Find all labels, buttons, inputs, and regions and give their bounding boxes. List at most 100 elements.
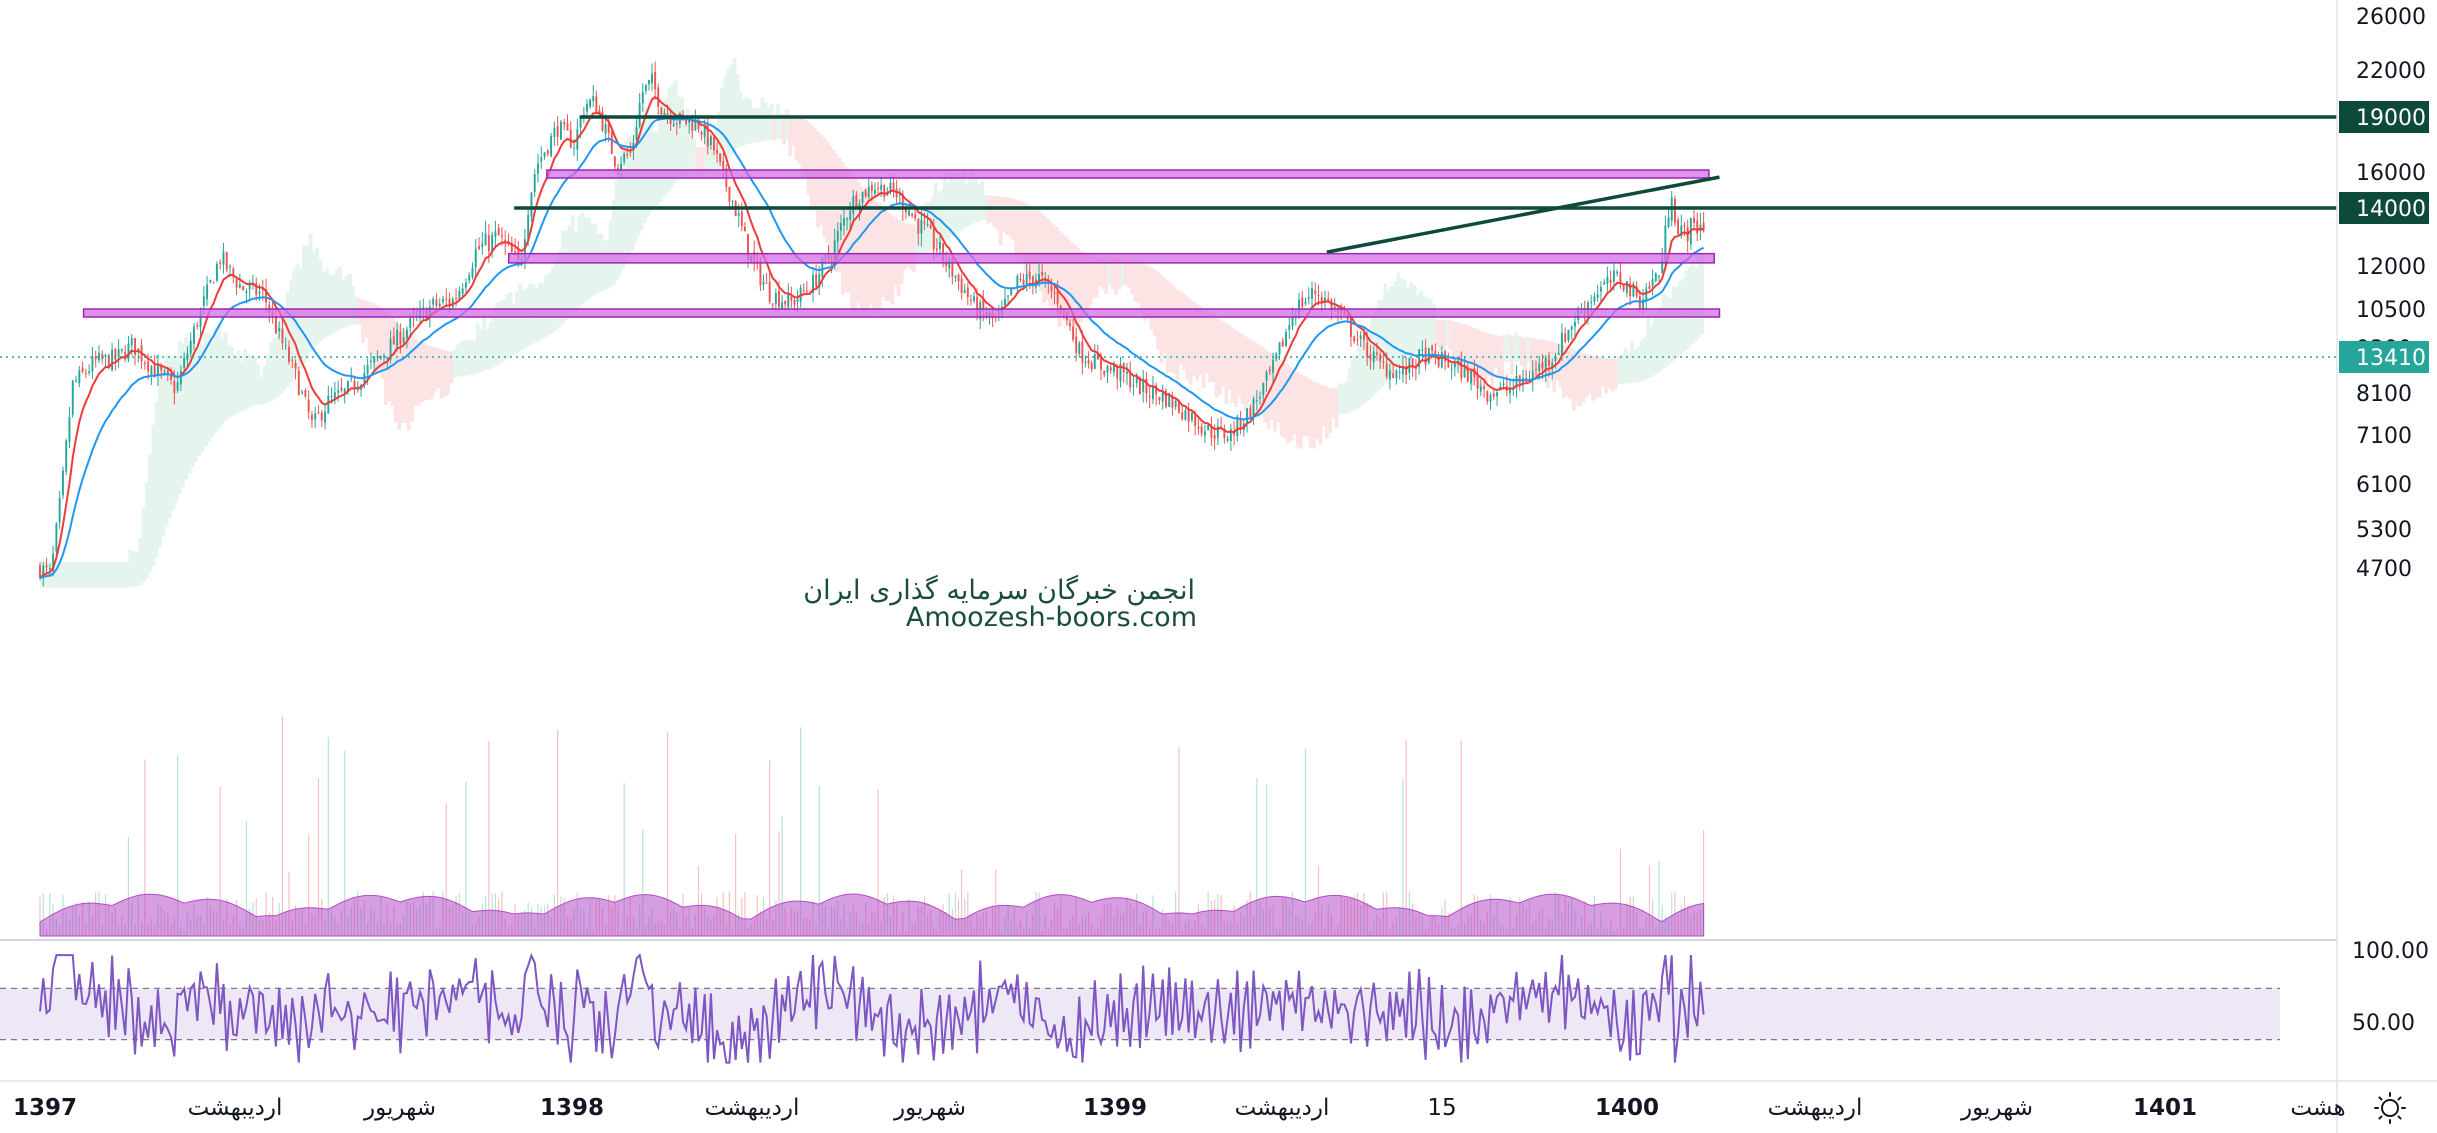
candle: [251, 275, 254, 290]
cloud-segment: [66, 562, 71, 588]
price-tick-label: 26000: [2356, 5, 2426, 30]
support-resistance-zones[interactable]: [82, 169, 1721, 318]
cloud-segment: [1532, 338, 1537, 378]
horizontal-levels[interactable]: [514, 115, 2337, 254]
cloud-segment: [1626, 352, 1631, 384]
support-zone[interactable]: [546, 169, 1710, 179]
candle: [1689, 217, 1692, 250]
cloud-segment: [262, 366, 267, 404]
cloud-segment: [423, 343, 428, 401]
cloud-segment: [1636, 346, 1641, 382]
candle: [1174, 398, 1177, 411]
candle: [324, 404, 326, 430]
cloud-segment: [1279, 360, 1284, 436]
cloud-segment: [564, 230, 569, 321]
support-zone[interactable]: [507, 252, 1715, 264]
support-zone[interactable]: [82, 308, 1721, 318]
settings-sun-gear-icon[interactable]: [2374, 1092, 2406, 1124]
cloud-segment: [1299, 373, 1303, 449]
cloud-segment: [868, 195, 873, 304]
cloud-segment: [1073, 245, 1077, 328]
candle: [1564, 327, 1567, 344]
candle: [1411, 358, 1414, 377]
cloud-segment: [918, 212, 923, 255]
candle: [1466, 363, 1469, 382]
candle: [78, 366, 81, 388]
candle: [1421, 340, 1424, 362]
cloud-segment: [1175, 289, 1180, 380]
candle: [709, 134, 712, 150]
cloud-segment: [144, 482, 149, 579]
cloud-segment: [89, 562, 94, 588]
cloud-segment: [1253, 342, 1258, 404]
cloud-segment: [723, 76, 728, 163]
cloud-segment: [1571, 349, 1576, 411]
cloud-segment: [315, 247, 320, 345]
cloud-segment: [213, 327, 218, 433]
candle: [1220, 416, 1223, 429]
cloud-segment: [1389, 286, 1394, 376]
candle: [183, 352, 186, 371]
cloud-segment: [1694, 267, 1698, 341]
cloud-segment: [1610, 358, 1615, 392]
trendline[interactable]: [1326, 175, 1720, 254]
cloud-segment: [570, 215, 575, 314]
price-axis-labels: 2600022000190001600014000120001050093008…: [2352, 5, 2429, 1036]
candle: [877, 181, 880, 196]
candle: [1203, 424, 1206, 444]
cloud-segment: [1376, 300, 1381, 390]
volume-average-area: [39, 893, 1705, 937]
cloud-segment: [1169, 283, 1174, 372]
candle: [320, 409, 323, 428]
cloud-segment: [295, 263, 300, 373]
candle: [1019, 272, 1022, 283]
candle: [1223, 424, 1226, 444]
cloud-segment: [1399, 278, 1404, 364]
cloud-segment: [1568, 347, 1573, 399]
cloud-segment: [778, 113, 783, 140]
cloud-segment: [1510, 336, 1514, 376]
cloud-segment: [1143, 264, 1148, 321]
candle: [1395, 369, 1398, 385]
cloud-segment: [1104, 257, 1109, 295]
cloud-segment: [958, 175, 963, 231]
cloud-segment: [400, 327, 405, 424]
candle: [291, 356, 294, 369]
cloud-segment: [85, 562, 90, 588]
candle: [1593, 292, 1596, 306]
cloud-segment: [508, 291, 513, 357]
cloud-segment: [413, 338, 418, 406]
candle: [206, 276, 209, 307]
cloud-segment: [567, 225, 572, 317]
cloud-segment: [1526, 336, 1531, 364]
cloud-segment: [351, 286, 356, 325]
cloud-segment: [469, 339, 474, 375]
candle: [1353, 335, 1356, 344]
candle: [855, 191, 858, 208]
candle: [1629, 276, 1632, 306]
candle: [1541, 354, 1544, 380]
cloud-segment: [1493, 334, 1498, 369]
time-tick-label: 1401: [2133, 1095, 2197, 1121]
candle: [1187, 402, 1190, 433]
cloud-segment: [1130, 259, 1135, 294]
price-tick-label: 5300: [2356, 518, 2412, 543]
cloud-segment: [1001, 197, 1006, 232]
candle: [582, 106, 585, 124]
candle: [438, 298, 441, 310]
candle: [120, 348, 123, 354]
cloud-segment: [766, 108, 771, 141]
cloud-segment: [611, 199, 616, 285]
cloud-segment: [220, 339, 225, 425]
cloud-segment: [164, 354, 169, 527]
candle: [235, 276, 238, 295]
cloud-segment: [177, 340, 182, 495]
candle: [1699, 212, 1702, 241]
cloud-segment: [1026, 204, 1031, 276]
candle: [52, 546, 55, 577]
cloud-segment: [108, 562, 113, 588]
candle: [960, 274, 963, 300]
cloud-segment: [670, 84, 675, 187]
cloud-segment: [1172, 286, 1177, 374]
